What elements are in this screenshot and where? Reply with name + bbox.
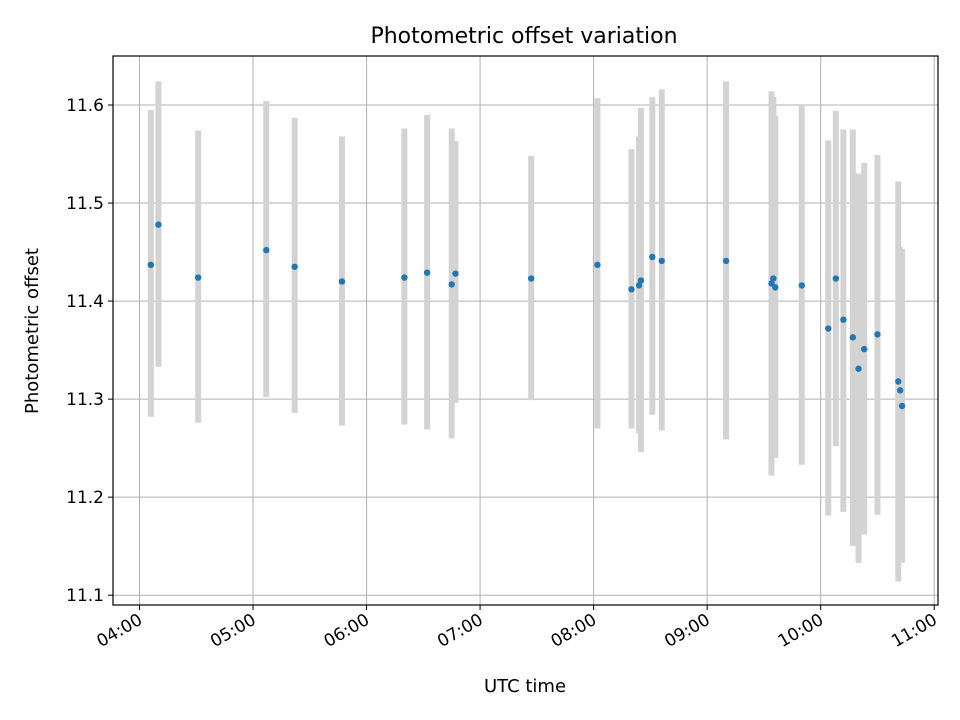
data-point — [840, 316, 847, 323]
data-point — [832, 275, 840, 282]
data-point — [527, 275, 535, 282]
data-point — [861, 345, 868, 353]
y-tick-label: 11.2 — [66, 488, 104, 508]
data-point — [423, 269, 431, 276]
x-tick-label: 09:00 — [661, 610, 713, 652]
data-point — [798, 282, 805, 289]
x-tick-label: 07:00 — [434, 610, 486, 652]
data-point — [594, 261, 601, 269]
data-point — [263, 246, 270, 254]
data-point — [895, 378, 902, 385]
plot-frame — [112, 55, 939, 606]
data-point — [291, 263, 298, 270]
grid — [113, 56, 938, 605]
data-point — [628, 286, 635, 293]
data-point — [855, 365, 862, 372]
data-point — [194, 274, 202, 281]
y-axis-label: Photometric offset — [22, 248, 43, 414]
x-tick-label: 06:00 — [321, 610, 373, 652]
chart-title: Photometric offset variation — [370, 24, 677, 49]
x-tick-label: 08:00 — [548, 610, 600, 652]
x-axis-label: UTC time — [484, 676, 566, 697]
data-point — [155, 221, 162, 228]
data-point — [452, 270, 459, 277]
y-tick-label: 11.5 — [66, 194, 104, 214]
data-point — [147, 261, 155, 269]
data-point — [849, 334, 857, 341]
data-point — [898, 402, 906, 410]
y-tick-label: 11.6 — [66, 96, 104, 116]
data-point — [635, 282, 643, 289]
data-point — [649, 253, 656, 261]
data-point — [825, 325, 832, 332]
data-points — [147, 221, 906, 410]
error-bars — [147, 81, 906, 582]
x-tick-label: 05:00 — [207, 610, 259, 652]
data-point — [401, 274, 408, 281]
x-axis: 04:00 05:00 06:00 07:00 08:00 09:00 10:00 11:00 — [94, 605, 941, 652]
data-point — [637, 277, 645, 284]
data-point — [338, 278, 346, 285]
data-point — [658, 257, 665, 265]
data-point — [772, 284, 779, 291]
x-tick-label: 11:00 — [888, 610, 940, 652]
data-point — [448, 281, 455, 288]
data-point — [770, 275, 777, 282]
data-point — [896, 387, 904, 394]
data-point — [874, 331, 881, 338]
y-tick-label: 11.3 — [66, 390, 104, 410]
y-axis: 11.1 11.2 11.3 11.4 11.5 11.6 — [66, 96, 113, 606]
x-tick-label: 10:00 — [775, 610, 827, 652]
y-tick-label: 11.4 — [66, 292, 104, 312]
y-tick-label: 11.1 — [66, 586, 104, 606]
data-point — [722, 257, 730, 265]
x-tick-label: 04:00 — [94, 610, 146, 652]
